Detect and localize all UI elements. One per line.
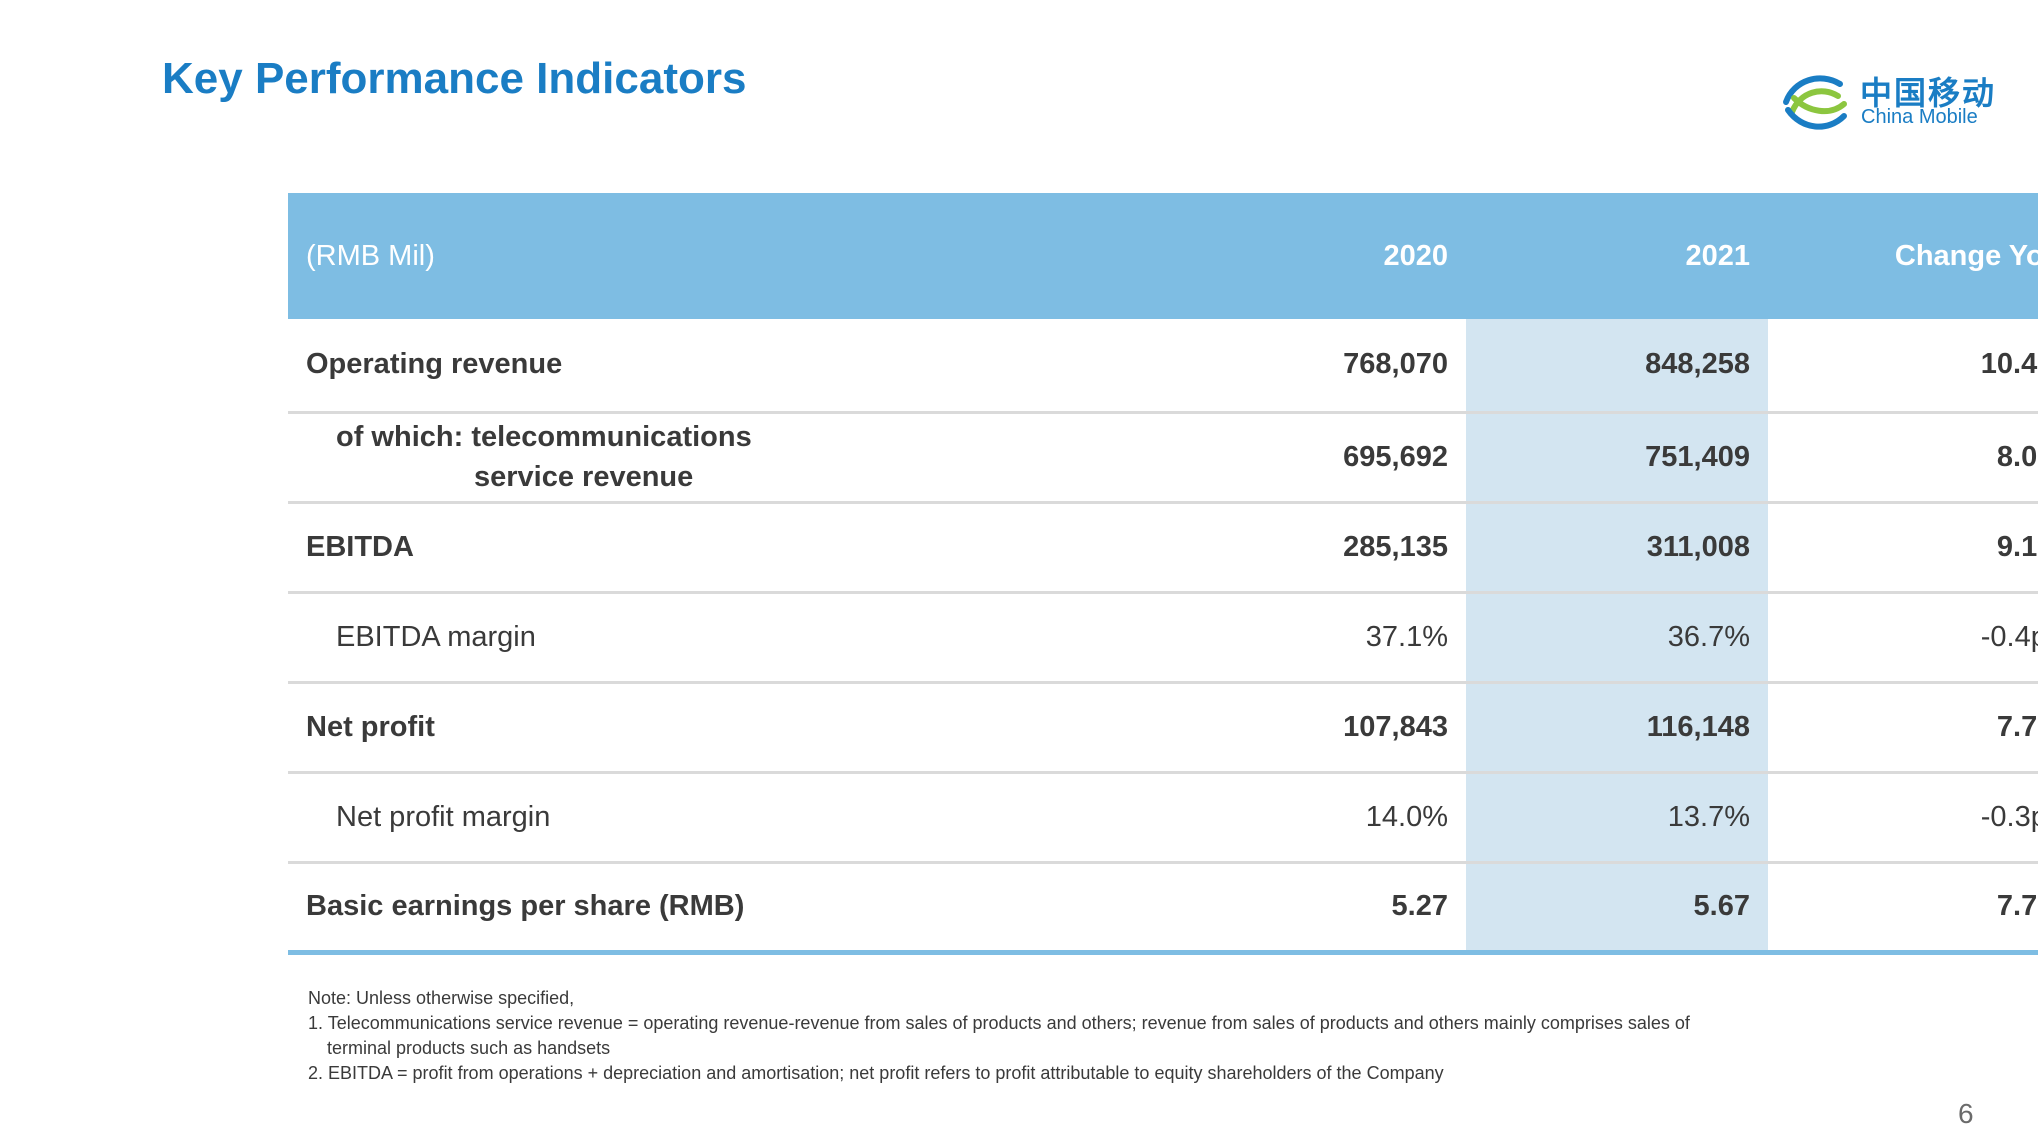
- table-row: EBITDA 285,135 311,008 9.1%: [288, 502, 2038, 592]
- row-label: Net profit: [306, 710, 435, 743]
- note-2: 2. EBITDA = profit from operations + dep…: [308, 1063, 1444, 1083]
- value-2021: 116,148: [1466, 682, 1768, 772]
- value-2021: 848,258: [1466, 319, 1768, 412]
- note-intro: Note: Unless otherwise specified,: [308, 988, 575, 1008]
- table-row: Net profit margin 14.0% 13.7% -0.3pp: [288, 772, 2038, 862]
- header-unit: (RMB Mil): [306, 239, 435, 272]
- value-change: 10.4%: [1980, 348, 2038, 381]
- value-2020: 695,692: [1343, 440, 1448, 473]
- value-2020: 14.0%: [1365, 800, 1448, 833]
- value-change: -0.4pp: [1980, 620, 2038, 653]
- value-change: -0.3pp: [1980, 800, 2038, 833]
- value-change: 8.0%: [1996, 440, 2038, 473]
- table-row: Operating revenue 768,070 848,258 10.4%: [288, 319, 2038, 412]
- kpi-table: (RMB Mil) 2020 2021 Change YoY Operating…: [288, 193, 2038, 955]
- page-title: Key Performance Indicators: [162, 54, 747, 103]
- value-2020: 285,135: [1343, 530, 1448, 563]
- value-change: 7.7%: [1996, 710, 2038, 743]
- page-number: 6: [1958, 1098, 1974, 1129]
- row-label: Basic earnings per share (RMB): [306, 890, 745, 922]
- table-header-row: (RMB Mil) 2020 2021 Change YoY: [288, 193, 2038, 319]
- row-label: Net profit margin: [336, 800, 551, 833]
- row-label: EBITDA margin: [336, 620, 536, 653]
- table-row: EBITDA margin 37.1% 36.7% -0.4pp: [288, 592, 2038, 682]
- row-label-line2: service revenue: [474, 461, 694, 493]
- row-label: EBITDA: [306, 530, 414, 563]
- header-2021: 2021: [1685, 239, 1750, 272]
- china-mobile-logo: 中国移动 China Mobile: [1780, 66, 1994, 138]
- table-row: of which: telecommunications service rev…: [288, 412, 2038, 502]
- row-label: of which: telecommunications service rev…: [288, 412, 905, 502]
- logo-chinese-text: 中国移动: [1860, 75, 1997, 111]
- value-2020: 107,843: [1343, 710, 1448, 743]
- footnotes: Note: Unless otherwise specified, 1. Tel…: [308, 986, 1808, 1086]
- logo-english-text: China Mobile: [1861, 106, 1978, 128]
- header-2020: 2020: [1383, 239, 1448, 272]
- note-1-continuation: terminal products such as handsets: [327, 1038, 611, 1058]
- note-1: 1. Telecommunications service revenue = …: [308, 1013, 1690, 1033]
- header-change-yoy: Change YoY: [1894, 239, 2038, 272]
- value-2020: 37.1%: [1365, 620, 1448, 653]
- value-2021: 311,008: [1466, 502, 1768, 592]
- value-change: 7.7%: [1996, 890, 2038, 922]
- value-2021: 13.7%: [1466, 772, 1768, 862]
- table-row: Basic earnings per share (RMB) 5.27 5.67…: [288, 862, 2038, 952]
- value-2020: 768,070: [1343, 348, 1448, 381]
- row-label-line1: of which: telecommunications: [336, 421, 752, 453]
- table-row: Net profit 107,843 116,148 7.7%: [288, 682, 2038, 772]
- row-label: Operating revenue: [306, 348, 563, 381]
- china-mobile-logo-icon: [1783, 75, 1847, 130]
- value-2020: 5.27: [1391, 890, 1448, 922]
- value-2021: 5.67: [1466, 862, 1768, 952]
- value-change: 9.1%: [1996, 530, 2038, 563]
- value-2021: 751,409: [1466, 412, 1768, 502]
- value-2021: 36.7%: [1466, 592, 1768, 682]
